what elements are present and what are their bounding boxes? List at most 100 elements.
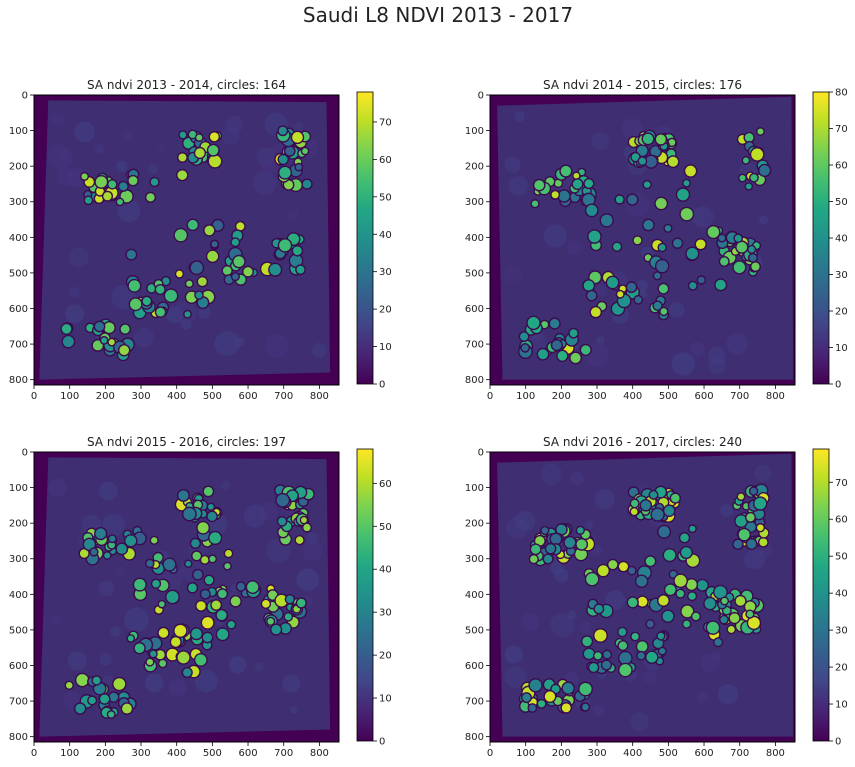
colorbar-tick-label: 0 bbox=[835, 380, 841, 391]
y-tick-label: 200 bbox=[465, 162, 484, 173]
y-tick-label: 800 bbox=[465, 732, 484, 743]
colorbar-tick-label: 30 bbox=[835, 626, 848, 637]
y-tick-label: 100 bbox=[9, 126, 28, 137]
image-pivot-fields bbox=[518, 483, 770, 714]
colorbar-tick-label: 30 bbox=[379, 608, 392, 619]
x-tick-label: 600 bbox=[238, 391, 257, 402]
y-tick-label: 600 bbox=[9, 661, 28, 672]
colorbar-tick-label: 10 bbox=[835, 700, 848, 711]
x-tick-label: 300 bbox=[587, 391, 606, 402]
colorbar-tick-label: 70 bbox=[835, 124, 848, 135]
y-tick-label: 200 bbox=[9, 519, 28, 530]
y-tick-label: 700 bbox=[465, 697, 484, 708]
colorbar bbox=[812, 91, 830, 385]
x-tick-label: 300 bbox=[131, 748, 150, 759]
y-tick-label: 100 bbox=[465, 483, 484, 494]
colorbar-tick-label: 60 bbox=[835, 515, 848, 526]
colorbar-tick-label: 0 bbox=[835, 737, 841, 748]
y-tick-label: 700 bbox=[465, 340, 484, 351]
subplot-title: SA ndvi 2013 - 2014, circles: 164 bbox=[87, 78, 286, 92]
y-tick-label: 400 bbox=[465, 590, 484, 601]
x-tick-label: 400 bbox=[623, 391, 642, 402]
y-tick-label: 500 bbox=[9, 625, 28, 636]
colorbar-tick-label: 70 bbox=[379, 117, 392, 128]
colorbar-tick-label: 50 bbox=[835, 197, 848, 208]
image-texture bbox=[504, 111, 769, 376]
x-tick-label: 800 bbox=[766, 748, 785, 759]
y-tick-label: 300 bbox=[9, 554, 28, 565]
x-tick-label: 600 bbox=[694, 748, 713, 759]
x-tick-label: 500 bbox=[203, 748, 222, 759]
y-tick-label: 600 bbox=[9, 304, 28, 315]
x-tick-label: 500 bbox=[659, 748, 678, 759]
x-tick-label: 200 bbox=[552, 748, 571, 759]
x-tick-label: 100 bbox=[516, 391, 535, 402]
colorbar-tick-label: 40 bbox=[835, 234, 848, 245]
x-tick-label: 700 bbox=[730, 748, 749, 759]
image-texture bbox=[48, 112, 327, 358]
x-tick-label: 600 bbox=[238, 748, 257, 759]
x-tick-label: 200 bbox=[96, 748, 115, 759]
colorbar-tick-label: 0 bbox=[379, 737, 385, 748]
x-tick-label: 400 bbox=[167, 391, 186, 402]
colorbar-tick-label: 40 bbox=[835, 589, 848, 600]
x-tick-label: 500 bbox=[659, 391, 678, 402]
axes-frame bbox=[489, 451, 796, 743]
colorbar-tick-label: 10 bbox=[835, 343, 848, 354]
y-tick-label: 700 bbox=[9, 340, 28, 351]
x-tick-label: 700 bbox=[274, 391, 293, 402]
y-tick-label: 500 bbox=[465, 268, 484, 279]
x-tick-label: 300 bbox=[587, 748, 606, 759]
colorbar-tick-label: 50 bbox=[379, 522, 392, 533]
y-tick-label: 400 bbox=[465, 233, 484, 244]
colorbar bbox=[356, 91, 374, 385]
colorbar-tick-label: 0 bbox=[379, 380, 385, 391]
y-tick-label: 100 bbox=[9, 483, 28, 494]
x-tick-label: 0 bbox=[31, 748, 37, 759]
x-tick-label: 100 bbox=[516, 748, 535, 759]
colorbar-tick-label: 40 bbox=[379, 230, 392, 241]
y-tick-label: 600 bbox=[465, 661, 484, 672]
y-tick-label: 100 bbox=[465, 126, 484, 137]
x-tick-label: 0 bbox=[487, 391, 493, 402]
x-tick-label: 400 bbox=[623, 748, 642, 759]
y-tick-label: 0 bbox=[22, 91, 28, 102]
axes-frame bbox=[33, 94, 340, 386]
image-pivot-fields bbox=[60, 125, 313, 362]
y-tick-label: 500 bbox=[465, 625, 484, 636]
subplot-title: SA ndvi 2016 - 2017, circles: 240 bbox=[543, 435, 742, 449]
x-tick-label: 800 bbox=[310, 391, 329, 402]
x-tick-label: 800 bbox=[310, 748, 329, 759]
colorbar-tick-label: 10 bbox=[379, 694, 392, 705]
colorbar-tick-label: 10 bbox=[379, 342, 392, 353]
x-tick-label: 0 bbox=[487, 748, 493, 759]
y-tick-label: 700 bbox=[9, 697, 28, 708]
image-pivot-fields bbox=[64, 484, 315, 719]
colorbar-tick-label: 60 bbox=[379, 479, 392, 490]
x-tick-label: 200 bbox=[552, 391, 571, 402]
x-tick-label: 100 bbox=[60, 391, 79, 402]
colorbar bbox=[356, 448, 374, 742]
y-tick-label: 0 bbox=[22, 448, 28, 459]
x-tick-label: 500 bbox=[203, 391, 222, 402]
colorbar-tick-label: 20 bbox=[379, 305, 392, 316]
axes-frame bbox=[489, 94, 796, 386]
y-tick-label: 400 bbox=[9, 233, 28, 244]
colorbar-tick-label: 80 bbox=[835, 88, 848, 99]
axes-frame bbox=[33, 451, 340, 743]
y-tick-label: 300 bbox=[9, 197, 28, 208]
subplot-title: SA ndvi 2015 - 2016, circles: 197 bbox=[87, 435, 286, 449]
colorbar-tick-label: 60 bbox=[835, 161, 848, 172]
x-tick-label: 400 bbox=[167, 748, 186, 759]
y-tick-label: 400 bbox=[9, 590, 28, 601]
y-tick-label: 800 bbox=[9, 375, 28, 386]
colorbar bbox=[812, 448, 830, 742]
y-tick-label: 800 bbox=[465, 375, 484, 386]
y-tick-label: 800 bbox=[9, 732, 28, 743]
subplot-title: SA ndvi 2014 - 2015, circles: 176 bbox=[543, 78, 742, 92]
colorbar-tick-label: 20 bbox=[835, 307, 848, 318]
